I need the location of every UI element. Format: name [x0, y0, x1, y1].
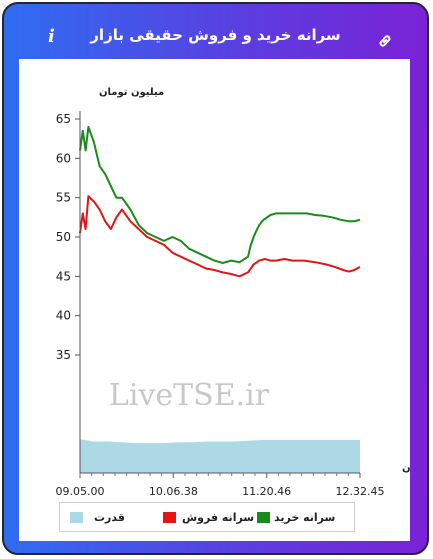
- watermark-text: LiveTSE.ir: [109, 378, 270, 413]
- x-axis-label: زمان: [402, 463, 410, 474]
- x-tick-label: 12.32.45: [336, 485, 385, 498]
- series-area-power: [80, 439, 360, 473]
- series-line-buy: [79, 125, 361, 264]
- legend-item-sell[interactable]: سرانه فروش: [182, 511, 255, 524]
- chart-legend: قدرت سرانه فروش سرانه خرید: [59, 502, 355, 532]
- y-tick-label: 65: [56, 112, 71, 126]
- legend-swatch-sell: [163, 512, 176, 523]
- y-tick-label: 50: [56, 230, 71, 244]
- y-tick-label: 55: [56, 191, 71, 205]
- y-tick-label: 60: [56, 151, 71, 165]
- x-tick-label: 11.20.46: [242, 485, 291, 498]
- link-icon[interactable]: [377, 33, 393, 49]
- legend-swatch-buy: [257, 512, 270, 523]
- info-icon[interactable]: i: [48, 26, 55, 47]
- widget-title: سرانه خرید و فروش حقیقی بازار: [90, 26, 341, 44]
- legend-item-power[interactable]: قدرت: [94, 511, 125, 524]
- legend-item-buy[interactable]: سرانه خرید: [274, 511, 336, 524]
- x-tick-label: 10.06.38: [149, 485, 198, 498]
- y-axis-label: میلیون تومان: [99, 87, 164, 98]
- x-tick-label: 09.05.00: [56, 485, 105, 498]
- chart-panel: LiveTSE.ir 35 40 45 50 55 60 65 09.05.00 10.06.38…: [19, 59, 410, 541]
- legend-swatch-power: [70, 512, 83, 523]
- y-tick-label: 45: [56, 269, 71, 283]
- series-line-sell: [79, 195, 361, 278]
- y-tick-label: 35: [56, 348, 71, 362]
- line-chart: LiveTSE.ir 35 40 45 50 55 60 65 09.05.00 10.06.38…: [56, 87, 410, 498]
- y-tick-label: 40: [56, 309, 71, 323]
- widget-frame: i سرانه خرید و فروش حقیقی بازار LiveTSE.…: [2, 2, 429, 555]
- widget-header: i سرانه خرید و فروش حقیقی بازار: [4, 4, 427, 56]
